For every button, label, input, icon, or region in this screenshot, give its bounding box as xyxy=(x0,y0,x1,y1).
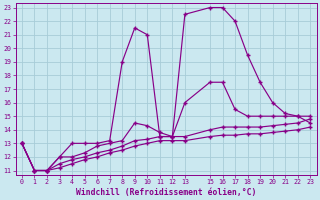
X-axis label: Windchill (Refroidissement éolien,°C): Windchill (Refroidissement éolien,°C) xyxy=(76,188,256,197)
